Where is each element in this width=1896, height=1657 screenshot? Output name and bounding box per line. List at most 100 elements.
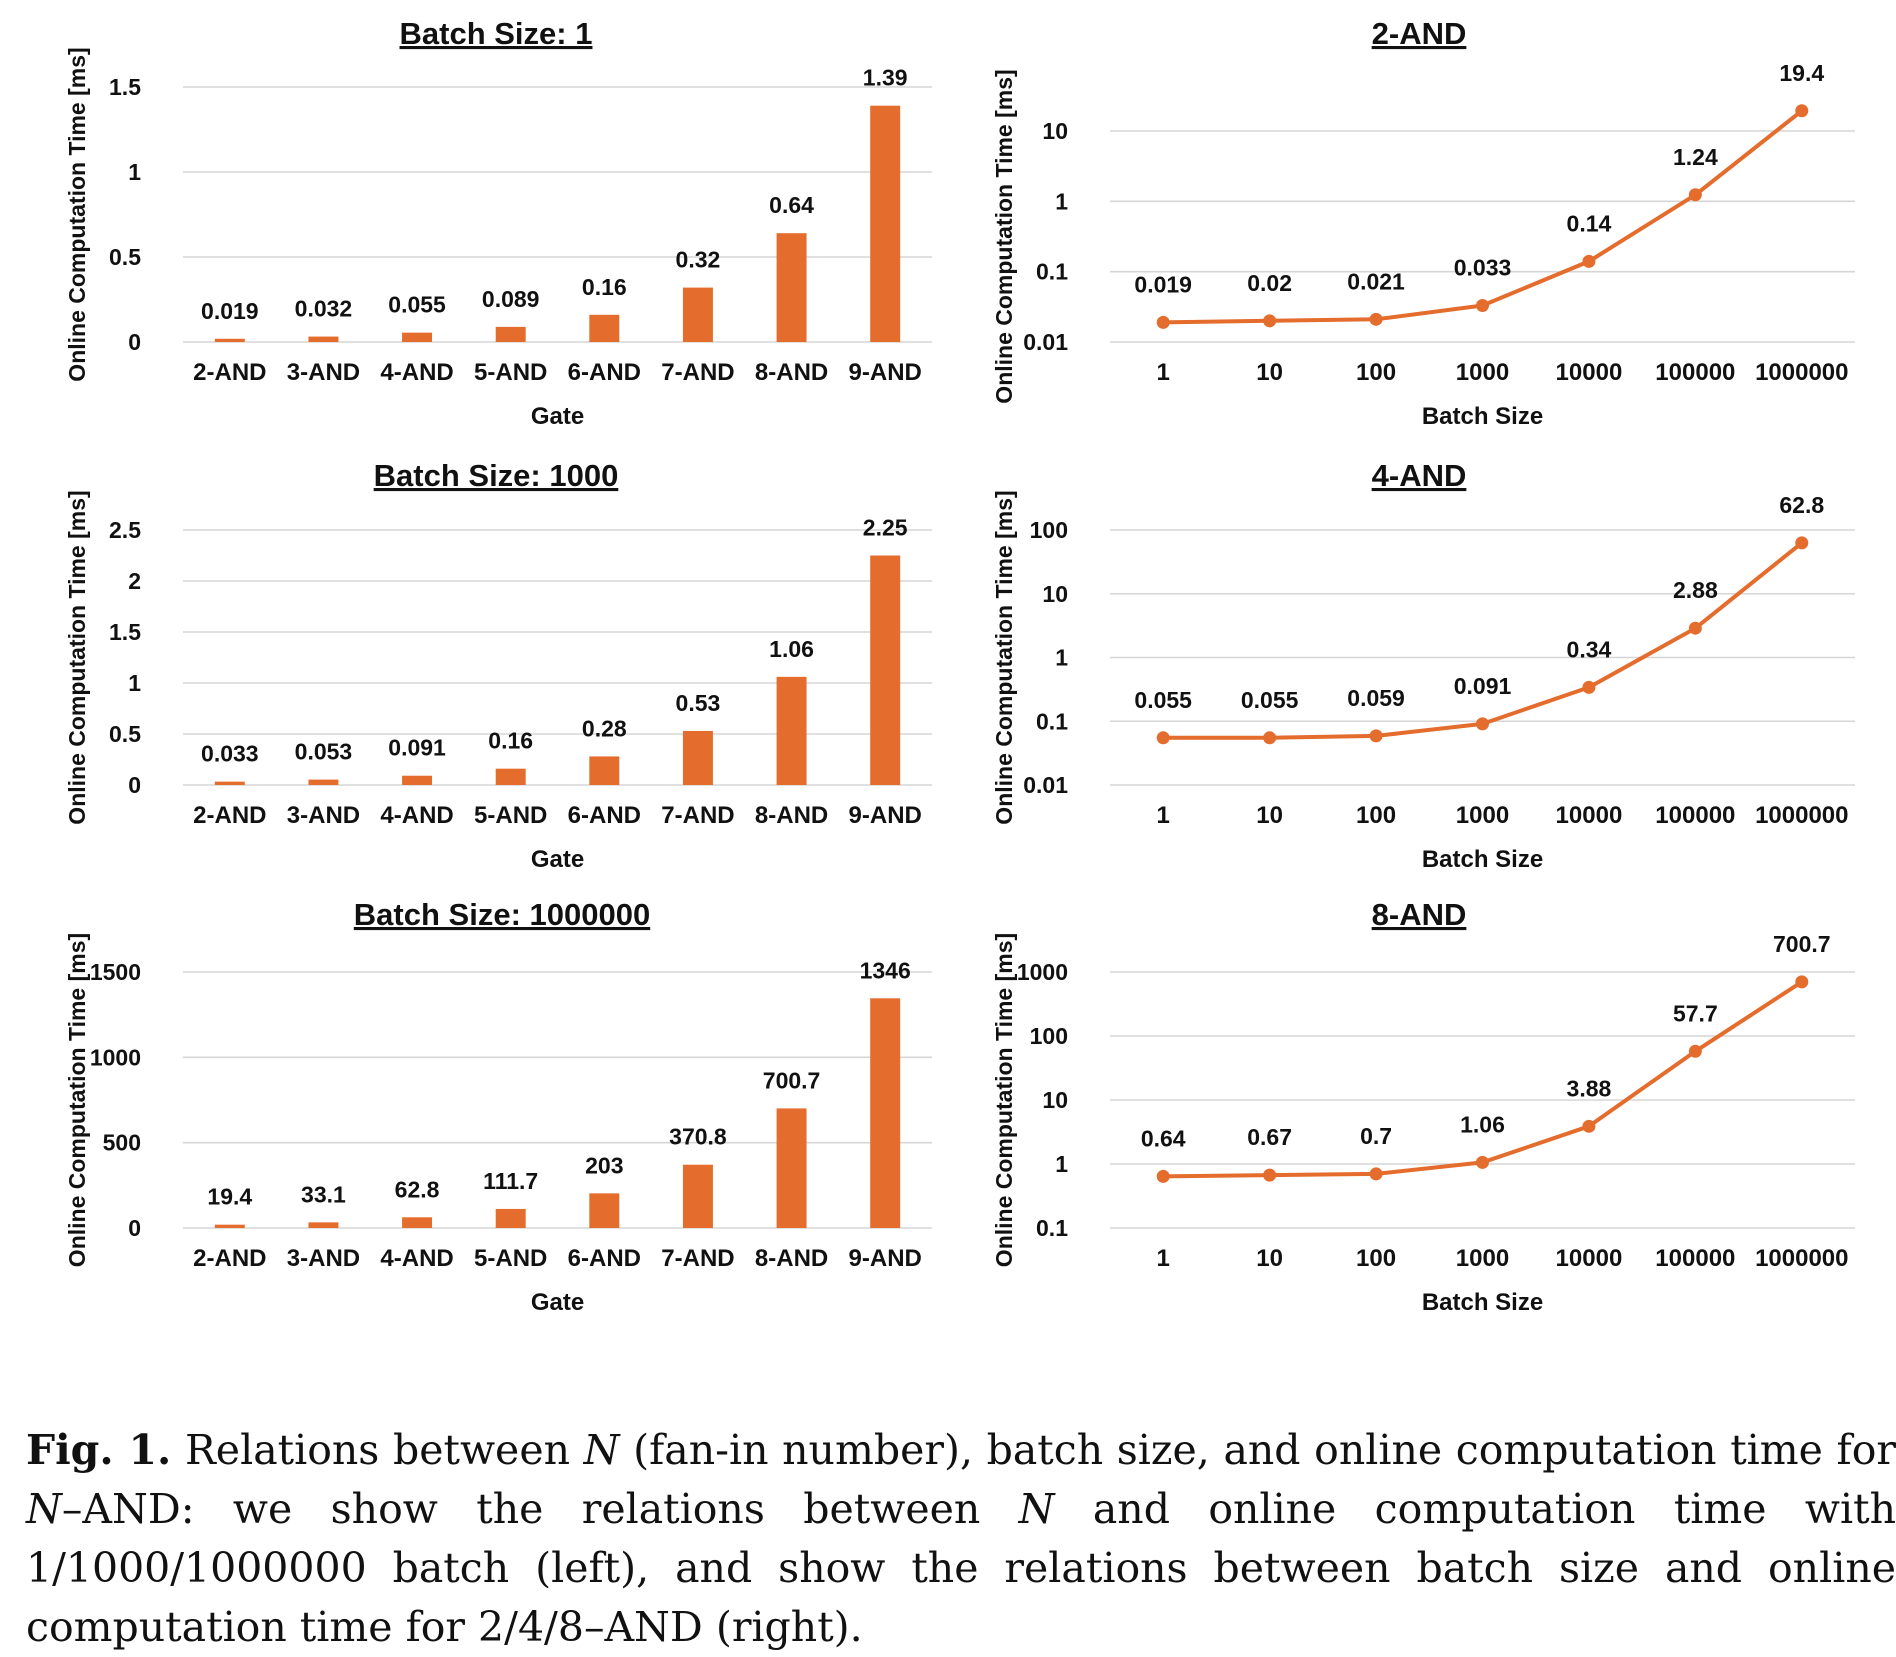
bar xyxy=(589,1193,619,1228)
data-label: 1.39 xyxy=(863,65,908,91)
x-tick-label: 10000 xyxy=(1556,359,1623,386)
x-tick-label: 6-AND xyxy=(568,802,641,829)
data-label: 0.055 xyxy=(388,292,446,318)
data-label: 700.7 xyxy=(763,1067,821,1093)
bar xyxy=(215,782,245,785)
bar xyxy=(215,339,245,342)
data-point xyxy=(1263,1169,1276,1182)
data-label: 0.032 xyxy=(295,296,353,322)
data-label: 0.089 xyxy=(482,286,540,312)
caption-text: (fan-in number), batch size, and online … xyxy=(620,1426,1896,1474)
data-label: 0.033 xyxy=(1454,255,1512,281)
caption-label: Fig. 1. xyxy=(26,1426,171,1474)
x-tick-label: 100000 xyxy=(1655,359,1735,386)
data-label: 33.1 xyxy=(301,1181,346,1207)
caption-text: Relations between xyxy=(171,1426,583,1474)
data-label: 19.4 xyxy=(207,1184,252,1210)
y-axis-label: Online Computation Time [ms] xyxy=(64,47,90,381)
data-point xyxy=(1157,1170,1170,1183)
y-tick-label: 1000 xyxy=(90,1044,141,1070)
data-label: 2.25 xyxy=(863,515,908,541)
y-tick-label: 0.1 xyxy=(1036,708,1068,734)
x-tick-label: 6-AND xyxy=(568,359,641,386)
data-point xyxy=(1370,1167,1383,1180)
bar xyxy=(777,233,807,342)
x-tick-label: 1000000 xyxy=(1755,802,1848,829)
y-tick-label: 1.5 xyxy=(109,74,141,100)
data-point xyxy=(1476,1156,1489,1169)
x-tick-label: 2-AND xyxy=(193,802,266,829)
y-tick-label: 1 xyxy=(1055,188,1068,214)
data-point xyxy=(1795,975,1808,988)
x-tick-label: 1000 xyxy=(1456,1245,1509,1272)
x-tick-label: 4-AND xyxy=(380,1245,453,1272)
chart-title: Batch Size: 1 xyxy=(400,16,593,51)
x-tick-label: 10000 xyxy=(1556,802,1623,829)
data-label: 1.24 xyxy=(1673,144,1718,170)
figure-caption: Fig. 1. Relations between N (fan-in numb… xyxy=(26,1421,1896,1657)
data-point xyxy=(1263,314,1276,327)
y-tick-label: 500 xyxy=(103,1130,141,1156)
y-axis-label: Online Computation Time [ms] xyxy=(64,933,90,1267)
y-axis-label: Online Computation Time [ms] xyxy=(64,490,90,824)
y-tick-label: 10 xyxy=(1042,1087,1068,1113)
x-tick-label: 10 xyxy=(1256,359,1283,386)
caption-variable: N xyxy=(1019,1485,1055,1533)
data-label: 62.8 xyxy=(395,1176,440,1202)
bar xyxy=(402,776,432,785)
data-label: 0.53 xyxy=(676,690,721,716)
bar xyxy=(870,998,900,1228)
y-tick-label: 0.5 xyxy=(109,244,141,270)
data-point xyxy=(1795,104,1808,117)
data-label: 0.055 xyxy=(1241,687,1299,713)
caption-text: –AND: we show the relations between xyxy=(62,1485,1019,1533)
x-tick-label: 1 xyxy=(1157,359,1170,386)
data-label: 0.64 xyxy=(769,192,814,218)
data-point xyxy=(1157,731,1170,744)
data-point xyxy=(1795,536,1808,549)
x-tick-label: 8-AND xyxy=(755,802,828,829)
data-point xyxy=(1582,1120,1595,1133)
data-label: 0.091 xyxy=(388,735,446,761)
bar xyxy=(308,1222,338,1228)
data-point xyxy=(1582,255,1595,268)
caption-variable: N xyxy=(584,1426,620,1474)
data-label: 0.67 xyxy=(1247,1124,1292,1150)
data-label: 700.7 xyxy=(1773,931,1831,957)
y-axis-label: Online Computation Time [ms] xyxy=(991,490,1017,824)
chart-title: 8-AND xyxy=(1372,897,1467,932)
data-label: 1346 xyxy=(860,957,911,983)
data-label: 203 xyxy=(585,1152,623,1178)
data-label: 3.88 xyxy=(1567,1075,1612,1101)
x-tick-label: 1 xyxy=(1157,802,1170,829)
bar xyxy=(496,769,526,785)
y-tick-label: 1 xyxy=(1055,645,1068,671)
y-tick-label: 100 xyxy=(1030,1023,1068,1049)
data-label: 0.14 xyxy=(1567,210,1612,236)
bar xyxy=(496,1209,526,1228)
x-tick-label: 3-AND xyxy=(287,1245,360,1272)
y-tick-label: 0.1 xyxy=(1036,1215,1068,1241)
y-tick-label: 2 xyxy=(128,568,141,594)
chart-title: 2-AND xyxy=(1372,16,1467,51)
bar xyxy=(402,333,432,342)
caption-variable: N xyxy=(26,1485,62,1533)
x-tick-label: 5-AND xyxy=(474,359,547,386)
data-label: 0.091 xyxy=(1454,673,1512,699)
x-tick-label: 3-AND xyxy=(287,359,360,386)
data-point xyxy=(1476,717,1489,730)
data-label: 2.88 xyxy=(1673,577,1718,603)
data-label: 0.059 xyxy=(1347,685,1405,711)
bar xyxy=(683,1165,713,1228)
data-point xyxy=(1476,299,1489,312)
x-tick-label: 2-AND xyxy=(193,359,266,386)
data-label: 57.7 xyxy=(1673,1000,1718,1026)
data-label: 0.019 xyxy=(1134,271,1192,297)
x-axis-label: Batch Size xyxy=(1422,1289,1543,1316)
x-tick-label: 1000000 xyxy=(1755,359,1848,386)
x-tick-label: 5-AND xyxy=(474,802,547,829)
